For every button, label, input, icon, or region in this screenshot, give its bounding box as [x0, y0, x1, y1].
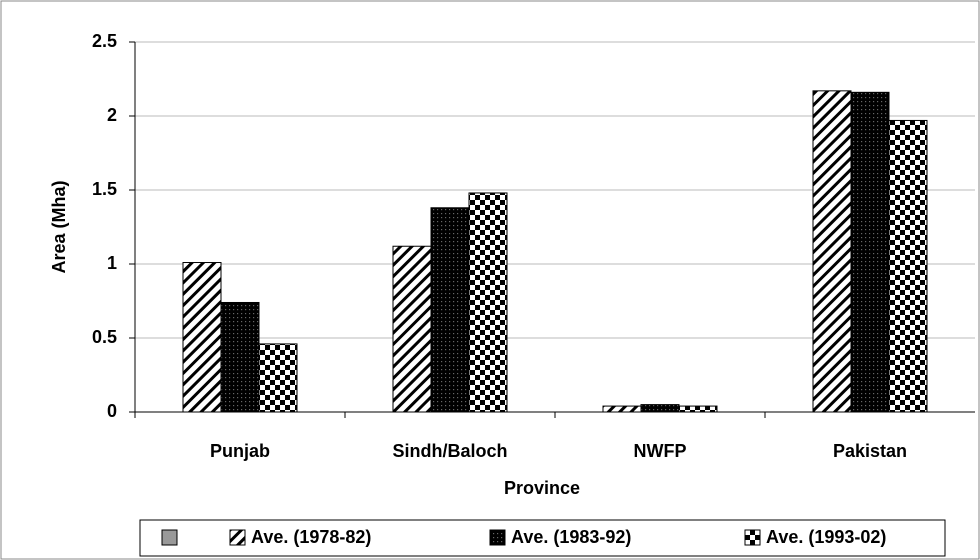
legend-label: Ave. (1983-92) — [511, 527, 631, 547]
bar — [678, 405, 718, 413]
x-tick-label: NWFP — [634, 441, 687, 461]
x-tick-label: Punjab — [210, 441, 270, 461]
bar — [220, 301, 260, 413]
x-tick-label: Pakistan — [833, 441, 907, 461]
legend — [139, 519, 946, 557]
y-axis-label: Area (Mha) — [49, 180, 69, 273]
x-tick-label: Sindh/Baloch — [392, 441, 507, 461]
y-tick-label: 1.5 — [92, 179, 117, 199]
legend-label: Ave. (1978-82) — [251, 527, 371, 547]
bar — [258, 343, 298, 413]
bar — [468, 192, 508, 413]
y-tick-label: 1 — [107, 253, 117, 273]
y-tick-label: 0.5 — [92, 327, 117, 347]
bar — [430, 207, 470, 413]
legend-label: Ave. (1993-02) — [766, 527, 886, 547]
legend-swatch — [161, 529, 178, 546]
x-axis-label: Province — [504, 478, 580, 498]
y-tick-label: 2.5 — [92, 31, 117, 51]
bar — [640, 404, 680, 413]
y-tick-label: 0 — [107, 401, 117, 421]
bar — [602, 405, 642, 413]
y-tick-label: 2 — [107, 105, 117, 125]
bar — [392, 245, 432, 413]
bar — [812, 90, 852, 413]
legend-swatch — [489, 529, 506, 546]
legend-swatch — [744, 529, 761, 546]
bar — [888, 119, 928, 413]
bar — [850, 91, 890, 413]
legend-swatch — [229, 529, 246, 546]
bar — [182, 262, 222, 413]
